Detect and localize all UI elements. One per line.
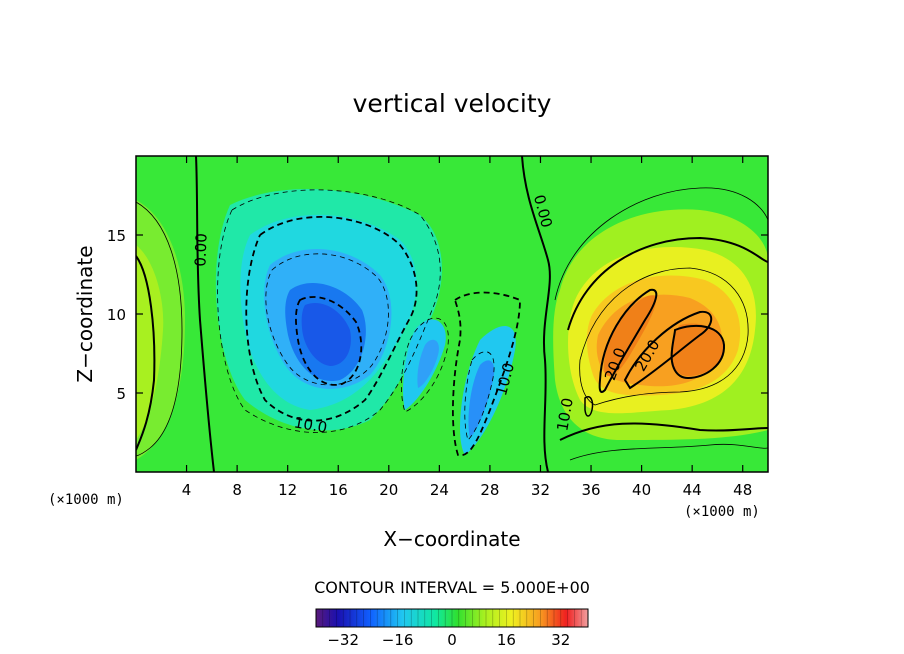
contour-right-10 bbox=[567, 236, 768, 331]
contour-label-text: 10.0 bbox=[293, 413, 329, 437]
colorbar-tick-label: 16 bbox=[497, 631, 516, 649]
contour-right-10-base bbox=[559, 422, 768, 441]
contour-label: 0.00 bbox=[191, 233, 210, 267]
x-origin-unit: (×1000 m) bbox=[48, 492, 124, 508]
x-axis-unit: (×1000 m) bbox=[684, 504, 760, 520]
x-tick-label: 32 bbox=[531, 481, 550, 499]
contour-label-text: 10.0 bbox=[553, 396, 577, 432]
contour-mid-5 bbox=[401, 317, 449, 413]
contour-main-10 bbox=[245, 216, 418, 422]
y-axis-label: Z−coordinate bbox=[73, 245, 97, 382]
downdraft-lower-core bbox=[468, 360, 495, 438]
colorbar-tick-label: −16 bbox=[382, 631, 414, 649]
contour-right-20b bbox=[623, 310, 713, 390]
contour-main-20 bbox=[295, 296, 363, 386]
y-tick-label: 10 bbox=[107, 306, 126, 324]
contour-right-25 bbox=[670, 324, 726, 380]
x-tick-label: 12 bbox=[278, 481, 297, 499]
y-tick-label: 5 bbox=[116, 385, 126, 403]
x-tick-label: 28 bbox=[480, 481, 499, 499]
x-tick-label: 8 bbox=[232, 481, 242, 499]
contour-right-15 bbox=[579, 267, 749, 406]
colorbar-tick-label: 0 bbox=[447, 631, 457, 649]
updraft-left-inner bbox=[136, 245, 164, 440]
colorbar-tick-label: −32 bbox=[327, 631, 359, 649]
x-tick-label: 20 bbox=[379, 481, 398, 499]
x-tick-label: 44 bbox=[683, 481, 702, 499]
contour-right-5 bbox=[554, 187, 768, 301]
y-tick-label: 15 bbox=[107, 227, 126, 245]
downdraft-mid-core bbox=[417, 339, 439, 388]
plot-field bbox=[136, 156, 768, 472]
contour-left-5 bbox=[136, 255, 156, 451]
y-axis: 5 10 15 bbox=[107, 227, 768, 403]
colorbar-ticks: −32 −16 0 16 32 bbox=[327, 631, 570, 649]
contour-zero-left bbox=[195, 156, 215, 472]
contour-right-small bbox=[584, 396, 594, 417]
contour-right-20a bbox=[598, 288, 658, 393]
contour-left-2 bbox=[136, 201, 183, 457]
contour-main-15 bbox=[265, 253, 389, 386]
downdraft-main-core bbox=[301, 302, 351, 366]
updraft-right-core-1 bbox=[604, 295, 656, 376]
contour-label: 10.0 bbox=[553, 396, 577, 432]
colorbar-frame bbox=[315, 608, 589, 628]
contour-lower-15 bbox=[464, 351, 495, 441]
colorbar-tick-label: 32 bbox=[551, 631, 570, 649]
x-tick-label: 24 bbox=[430, 481, 449, 499]
x-tick-label: 40 bbox=[632, 481, 651, 499]
chart-title: vertical velocity bbox=[353, 89, 552, 118]
x-tick-label: 48 bbox=[733, 481, 752, 499]
contour-interval-text: CONTOUR INTERVAL = 5.000E+00 bbox=[314, 578, 590, 597]
x-tick-label: 16 bbox=[329, 481, 348, 499]
contour-right-base-2 bbox=[569, 443, 768, 461]
x-tick-label: 36 bbox=[581, 481, 600, 499]
contour-zero-right bbox=[521, 156, 551, 472]
contour-lower-10 bbox=[452, 291, 521, 457]
updraft-right-core-2 bbox=[671, 323, 725, 376]
x-axis: 4 8 12 16 20 24 28 32 36 40 44 48 bbox=[182, 156, 752, 499]
contour-label-text: 0.00 bbox=[191, 233, 210, 267]
x-axis-label: X−coordinate bbox=[383, 527, 520, 551]
contour-main-5 bbox=[217, 189, 441, 433]
colorbar bbox=[316, 609, 588, 627]
x-tick-label: 4 bbox=[182, 481, 192, 499]
contour-label: 10.0 bbox=[293, 413, 329, 437]
